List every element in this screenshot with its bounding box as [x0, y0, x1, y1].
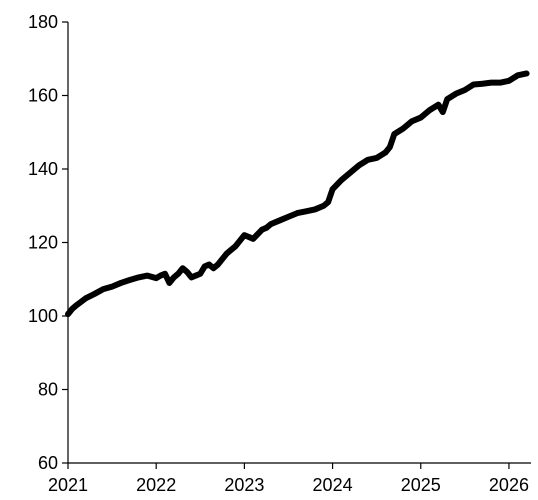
y-tick-label: 60: [38, 453, 58, 473]
x-tick-label: 2026: [489, 475, 529, 495]
x-tick-label: 2024: [313, 475, 353, 495]
series-line: [65, 70, 530, 318]
y-tick-label: 160: [28, 86, 58, 106]
series-group: [65, 70, 530, 318]
y-tick-label: 120: [28, 233, 58, 253]
y-ticks: 60 80 100 120 140 160 180: [28, 12, 68, 473]
y-tick-label: 140: [28, 159, 58, 179]
y-tick-label: 180: [28, 12, 58, 32]
x-tick-label: 2022: [136, 475, 176, 495]
x-tick-label: 2025: [401, 475, 441, 495]
x-ticks: 2021 2022 2023 2024 2025 2026: [48, 463, 529, 495]
y-tick-label: 100: [28, 306, 58, 326]
x-tick-label: 2023: [224, 475, 264, 495]
x-tick-label: 2021: [48, 475, 88, 495]
y-tick-label: 80: [38, 380, 58, 400]
